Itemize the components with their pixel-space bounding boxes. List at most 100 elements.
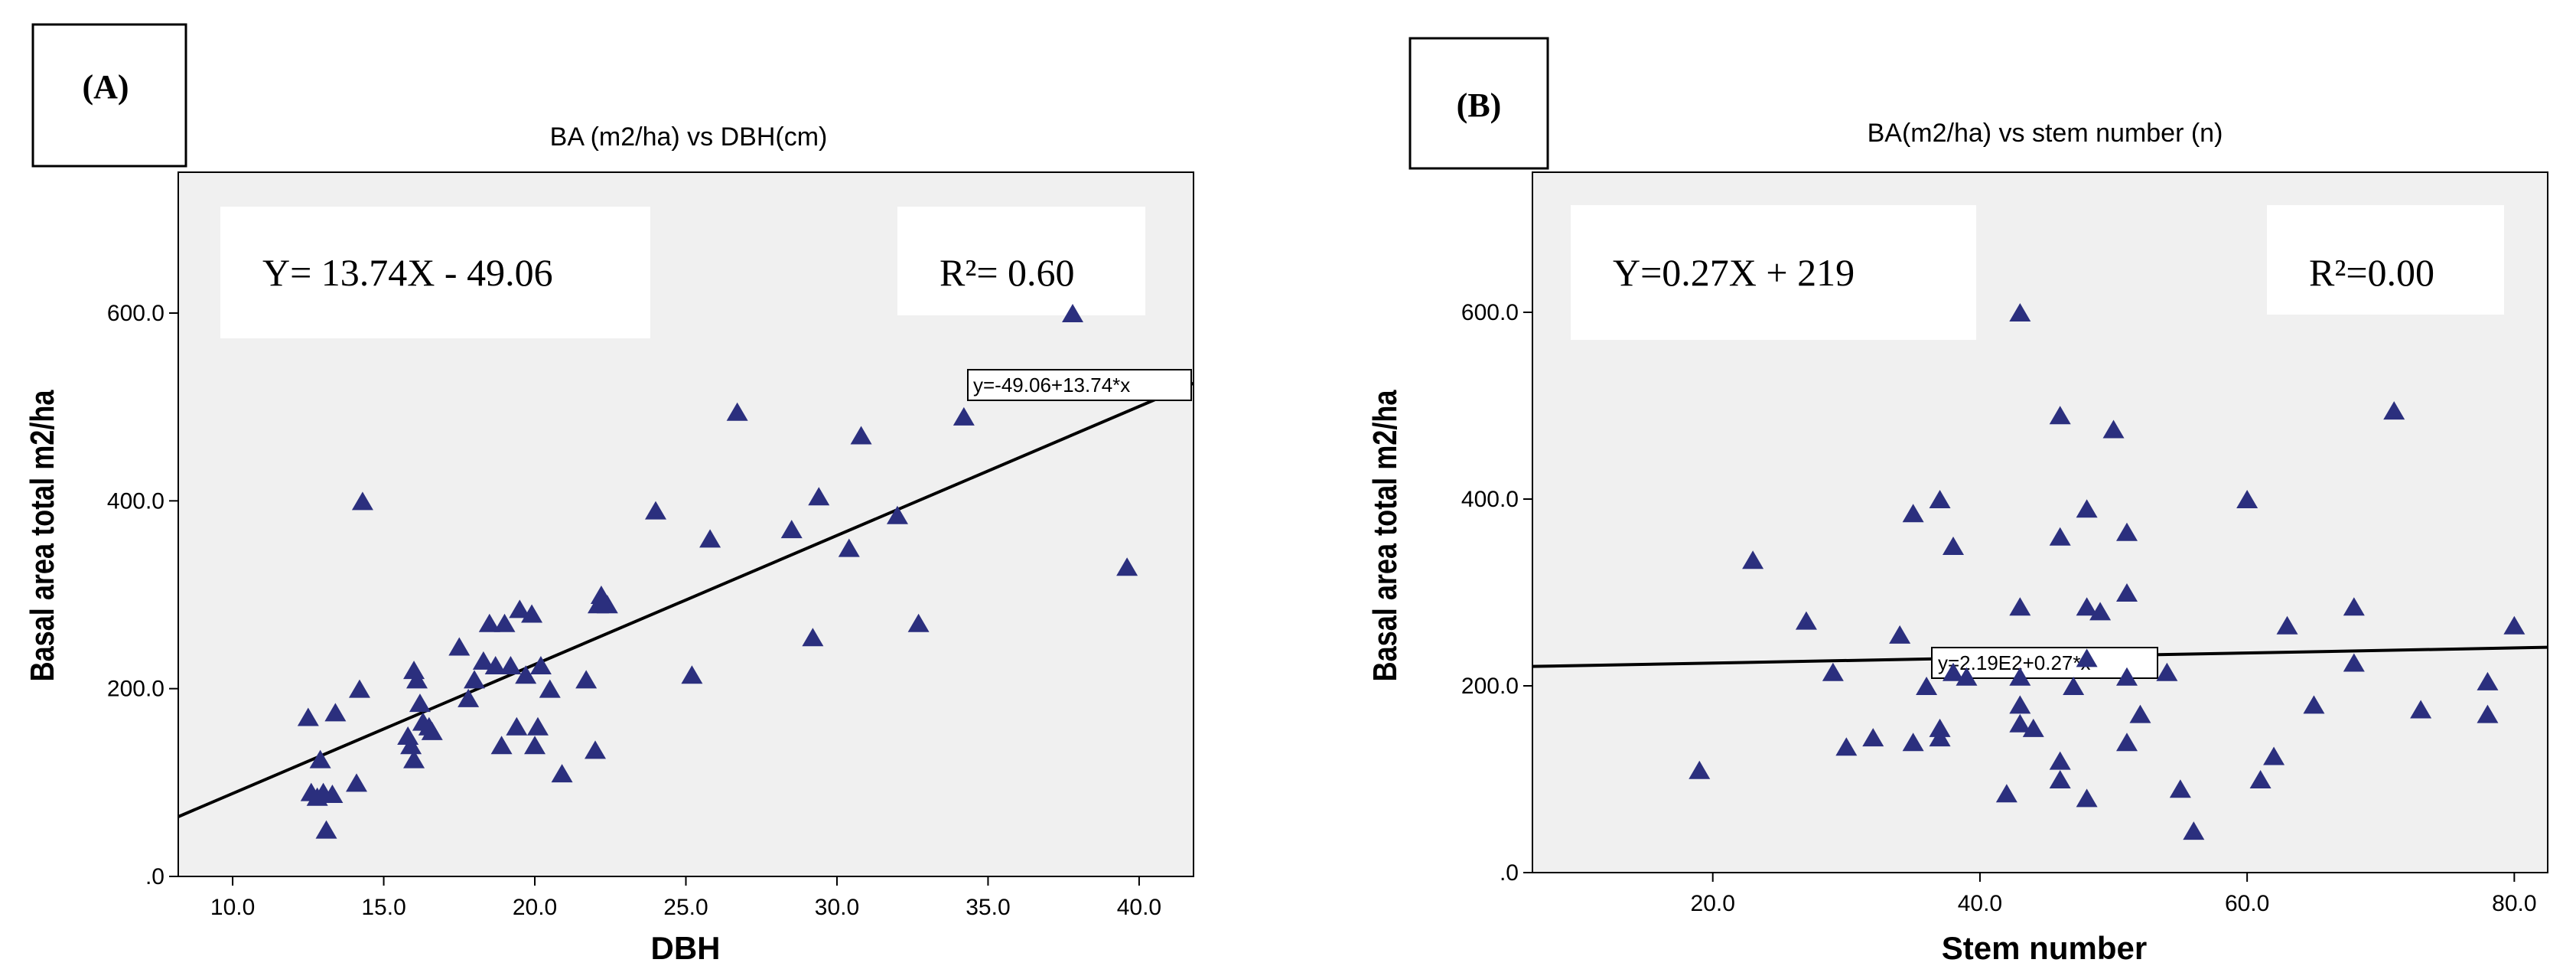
data-point [2129, 704, 2151, 723]
data-point [551, 764, 573, 783]
x-tick-label: 80.0 [2492, 891, 2536, 916]
data-point [1116, 557, 1138, 576]
data-point [2076, 788, 2098, 808]
data-point [321, 785, 344, 804]
data-point [493, 613, 516, 632]
data-point [2049, 751, 2071, 770]
data-point [2009, 695, 2031, 714]
x-tick-label: 25.0 [663, 895, 708, 920]
x-tick-label: 35.0 [966, 895, 1010, 920]
data-point [351, 491, 373, 511]
data-point [645, 501, 667, 520]
data-point [2276, 615, 2298, 635]
data-point [406, 670, 428, 689]
y-tick-label: 600.0 [1461, 300, 1519, 325]
data-point [2263, 746, 2285, 765]
data-point [464, 670, 486, 689]
panel-b-y-label: Basal area total m2/ha [1366, 390, 1404, 681]
data-point [521, 604, 543, 623]
data-point [448, 637, 471, 656]
data-point [802, 628, 824, 647]
data-point [780, 520, 803, 539]
data-point [2115, 583, 2138, 602]
data-point [2477, 704, 2499, 723]
data-point [1929, 728, 1951, 747]
y-tick-label: .0 [145, 864, 164, 889]
data-point [2183, 821, 2205, 840]
x-tick-label: 10.0 [210, 895, 255, 920]
data-point [2236, 490, 2258, 508]
data-point [2049, 406, 2071, 425]
panel-a-fit-label-box [967, 369, 1192, 401]
panel-b-x-axis: 20.0 40.0 60.0 80.0 [1691, 873, 2537, 916]
panel-a-equation-box [220, 207, 650, 338]
y-tick-label: 200.0 [107, 677, 164, 702]
data-point [907, 613, 930, 632]
data-point [539, 679, 561, 698]
data-point [400, 736, 422, 755]
x-tick-label: 60.0 [2225, 891, 2269, 916]
data-point [348, 679, 370, 698]
data-point [2076, 648, 2098, 667]
panel-b-label: (B) [1457, 86, 1502, 124]
y-tick-label: 200.0 [1461, 674, 1519, 699]
panel-b-r2-box [2267, 205, 2504, 315]
data-point [596, 595, 618, 614]
data-point [346, 773, 368, 792]
data-point [585, 740, 607, 759]
data-point [515, 665, 537, 684]
data-point [2049, 527, 2071, 546]
data-point [1956, 667, 1978, 686]
data-point [2343, 597, 2365, 616]
panel-a-x-label: DBH [651, 930, 721, 966]
data-point [2063, 677, 2085, 695]
data-point [1943, 537, 1965, 555]
data-point [886, 505, 908, 524]
data-point [1689, 760, 1711, 779]
data-point [1795, 611, 1817, 630]
panel-b-fit-label: y=2.19E2+0.27*x [1938, 651, 2091, 674]
data-point [1062, 304, 1084, 322]
panel-b-x-label: Stem number [1942, 930, 2147, 966]
data-point [524, 736, 546, 755]
data-point [409, 693, 431, 713]
data-point [315, 820, 337, 839]
data-point [1902, 733, 1924, 752]
data-point [490, 736, 513, 755]
data-point [2169, 779, 2191, 798]
data-point [529, 656, 552, 674]
panel-b-points [1689, 303, 2526, 840]
data-point [2009, 713, 2031, 733]
data-point [509, 599, 531, 618]
data-point [458, 688, 480, 707]
x-tick-label: 20.0 [1691, 891, 1735, 916]
data-point [575, 670, 598, 689]
panel-a-r2-box [897, 207, 1145, 315]
data-point [1995, 784, 2017, 803]
data-point [484, 656, 506, 674]
data-point [421, 721, 443, 740]
data-point [1742, 550, 1764, 569]
data-point [1929, 490, 1951, 508]
x-tick-label: 15.0 [361, 895, 405, 920]
panel-a-fit-label-group: y=-49.06+13.74*x [967, 369, 1192, 401]
data-point [953, 406, 975, 426]
panel-b-y-axis: .0 200.0 400.0 600.0 [1461, 300, 1532, 886]
data-point [2115, 667, 2138, 686]
data-point [2156, 662, 2178, 681]
data-point [2009, 667, 2031, 686]
data-point [2115, 522, 2138, 541]
data-point [2410, 700, 2432, 719]
data-point [2343, 653, 2365, 672]
data-point [2303, 695, 2325, 714]
data-point [478, 613, 500, 632]
x-tick-label: 30.0 [815, 895, 859, 920]
data-point [726, 402, 748, 421]
y-tick-label: 400.0 [1461, 487, 1519, 512]
data-point [2076, 499, 2098, 518]
data-point [699, 529, 721, 548]
data-point [1929, 718, 1951, 737]
data-point [2009, 597, 2031, 616]
y-tick-label: 400.0 [107, 488, 164, 514]
